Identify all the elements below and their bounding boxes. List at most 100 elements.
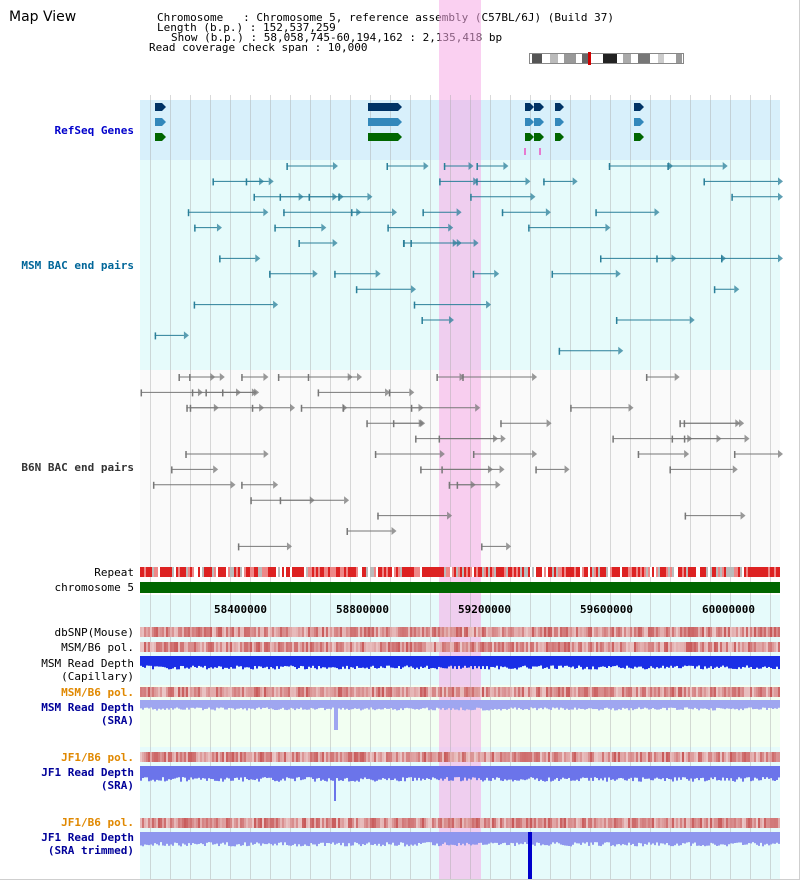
refseq-track-label[interactable]: RefSeq Genes xyxy=(54,124,134,137)
depth-bar xyxy=(736,656,738,670)
msm-depth-sra-label[interactable]: MSM Read Depth xyxy=(41,701,134,714)
depth-bar xyxy=(144,700,146,708)
depth-bar xyxy=(474,700,476,710)
heat-cell xyxy=(564,627,566,637)
heat-cell xyxy=(728,687,730,697)
heat-cell xyxy=(228,687,230,697)
jf1-b6-pol-label[interactable]: JF1/B6 pol. xyxy=(61,751,134,764)
heat-cell xyxy=(146,752,148,762)
depth-bar xyxy=(594,766,596,778)
heat-cell xyxy=(490,627,492,637)
depth-bar xyxy=(460,700,462,708)
heat-cell xyxy=(662,687,664,697)
highlight-region[interactable] xyxy=(439,0,481,879)
bac-end xyxy=(334,270,336,278)
heat-cell xyxy=(452,627,454,637)
heat-cell xyxy=(232,752,234,762)
depth-bar xyxy=(556,832,558,843)
depth-bar xyxy=(176,766,178,778)
chromosome-ideogram[interactable] xyxy=(529,52,684,65)
heat-cell xyxy=(536,752,538,762)
heat-cell xyxy=(286,642,288,652)
dbsnp-track-label[interactable]: dbSNP(Mouse) xyxy=(54,626,134,639)
depth-bar xyxy=(666,766,668,779)
repeat-cell xyxy=(506,567,508,577)
heat-cell xyxy=(646,687,648,697)
jf1-depth-label[interactable]: JF1 Read Depth xyxy=(41,766,134,779)
depth-bar xyxy=(360,656,362,668)
bac-end xyxy=(551,270,554,278)
heat-cell xyxy=(696,642,698,652)
heat-cell xyxy=(758,687,760,697)
heat-cell xyxy=(380,627,382,637)
repeat-cell xyxy=(584,567,586,577)
bac-end xyxy=(338,193,340,201)
heat-cell xyxy=(756,687,758,697)
depth-bar xyxy=(596,656,598,670)
heat-cell xyxy=(204,687,206,697)
heat-cell xyxy=(772,627,774,637)
b6n-bac-track-label[interactable]: B6N BAC end pairs xyxy=(21,461,134,474)
repeat-cell xyxy=(646,567,648,577)
depth-bar xyxy=(476,832,478,845)
depth-bar xyxy=(704,656,706,667)
heat-cell xyxy=(714,627,716,637)
jf1-trimmed-label[interactable]: JF1 Read Depth xyxy=(41,831,134,844)
msm-depth-capillary-label[interactable]: MSM Read Depth xyxy=(41,657,134,670)
heat-cell xyxy=(280,752,282,762)
depth-bar xyxy=(452,832,454,845)
depth-bar xyxy=(206,700,208,709)
heat-cell xyxy=(584,627,586,637)
heat-cell xyxy=(764,687,766,697)
heat-cell xyxy=(382,752,384,762)
depth-bar xyxy=(558,656,560,666)
depth-bar xyxy=(142,656,144,667)
jf1-b6-pol-2-label[interactable]: JF1/B6 pol. xyxy=(61,816,134,829)
msm-b6-pol-label[interactable]: MSM/B6 pol. xyxy=(61,641,134,654)
msm-b6-pol-sra-label[interactable]: MSM/B6 pol. xyxy=(61,686,134,699)
depth-bar xyxy=(264,832,266,845)
heat-cell xyxy=(514,752,516,762)
depth-bar xyxy=(332,832,334,843)
heat-cell xyxy=(482,627,484,637)
heat-cell xyxy=(234,687,236,697)
depth-bar xyxy=(360,832,362,847)
depth-bar xyxy=(764,700,766,708)
repeat-cell xyxy=(508,567,510,577)
heat-cell xyxy=(502,818,504,828)
heat-cell xyxy=(492,818,494,828)
depth-bar xyxy=(438,700,440,709)
heat-cell xyxy=(708,627,710,637)
heat-cell xyxy=(638,627,640,637)
heat-cell xyxy=(586,642,588,652)
depth-bar xyxy=(244,832,246,843)
heat-cell xyxy=(724,687,726,697)
depth-bar xyxy=(600,656,602,667)
heat-cell xyxy=(174,818,176,828)
heat-cell xyxy=(346,642,348,652)
depth-bar xyxy=(486,700,488,711)
heat-cell xyxy=(578,818,580,828)
heat-cell xyxy=(576,687,578,697)
heat-cell xyxy=(668,687,670,697)
heat-cell xyxy=(478,752,480,762)
repeat-cell xyxy=(554,567,556,577)
depth-bar xyxy=(650,656,652,667)
chromosome-bar[interactable] xyxy=(140,582,780,593)
heat-cell xyxy=(732,642,734,652)
repeat-cell xyxy=(516,567,518,577)
depth-bar xyxy=(718,832,720,846)
depth-bar xyxy=(372,766,374,781)
heat-cell xyxy=(282,818,284,828)
heat-cell xyxy=(224,752,226,762)
depth-bar xyxy=(402,832,404,843)
repeat-cell xyxy=(760,567,762,577)
heat-cell xyxy=(280,687,282,697)
heat-cell xyxy=(652,752,654,762)
depth-bar xyxy=(496,832,498,843)
msm-bac-track-label[interactable]: MSM BAC end pairs xyxy=(21,259,134,272)
depth-bar xyxy=(546,700,548,709)
heat-cell xyxy=(526,642,528,652)
heat-cell xyxy=(760,752,762,762)
